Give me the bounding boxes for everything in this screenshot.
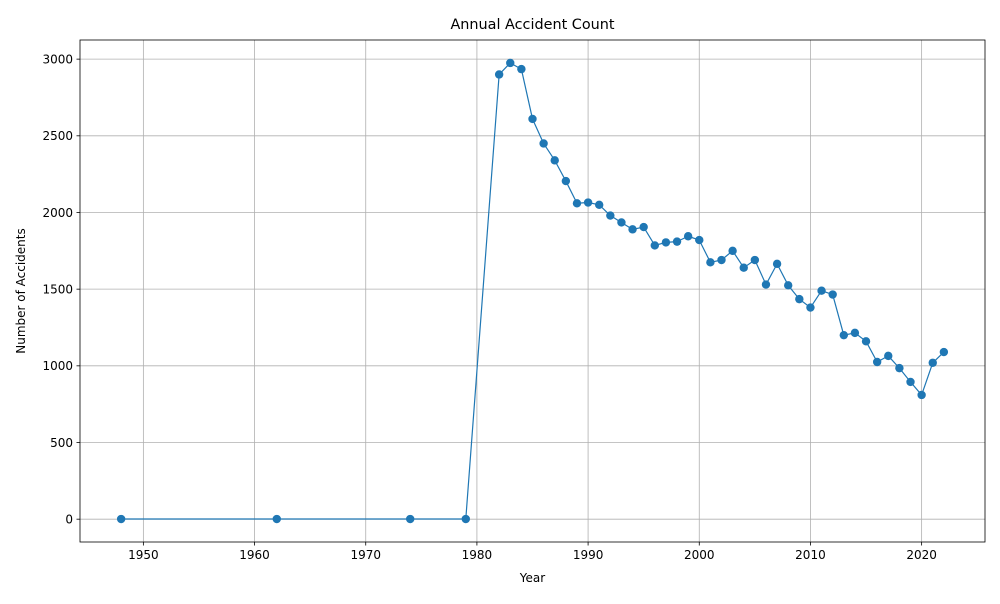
- data-point: [706, 258, 715, 267]
- y-axis-label: Number of Accidents: [14, 228, 28, 354]
- data-point: [683, 232, 693, 241]
- data-point: [917, 390, 926, 400]
- data-point: [761, 280, 771, 289]
- x-axis-label: Year: [519, 571, 545, 585]
- data-point: [739, 263, 748, 272]
- axis-ticks: 1950 1960 1970 1980 1990 2000 2010 2020 0 500 1000…: [42, 52, 936, 562]
- data-point: [639, 222, 648, 232]
- data-point: [272, 514, 281, 524]
- y-tick-label: 1000: [42, 359, 73, 373]
- series-layer: [116, 58, 949, 524]
- chart-title: Annual Accident Count: [450, 17, 614, 33]
- data-point: [872, 357, 882, 367]
- grid-lines: [80, 40, 985, 542]
- data-point: [628, 225, 637, 234]
- data-point: [884, 351, 893, 361]
- data-point: [494, 70, 504, 79]
- x-tick-label: 2000: [684, 548, 715, 562]
- data-point: [750, 255, 760, 265]
- data-point: [906, 377, 915, 387]
- data-point: [939, 347, 949, 357]
- data-point: [550, 156, 559, 165]
- plot-frame: [79, 39, 986, 543]
- y-tick-label: 0: [65, 512, 73, 526]
- data-point: [116, 514, 126, 524]
- data-point: [672, 237, 682, 246]
- x-tick-label: 1960: [239, 548, 270, 562]
- data-point: [817, 286, 826, 295]
- data-point: [772, 259, 782, 269]
- data-point: [606, 211, 615, 220]
- data-point: [695, 235, 704, 245]
- data-point: [617, 218, 626, 227]
- y-tick-label: 500: [50, 436, 73, 450]
- data-point: [828, 290, 837, 299]
- data-point: [506, 58, 515, 68]
- y-tick-label: 3000: [42, 52, 73, 66]
- data-point: [839, 330, 849, 340]
- y-tick-label: 2000: [42, 206, 73, 220]
- data-point: [583, 198, 593, 207]
- x-tick-label: 1980: [462, 548, 493, 562]
- data-point: [728, 246, 737, 256]
- data-point: [795, 294, 804, 304]
- data-point: [561, 176, 571, 186]
- x-tick-label: 1990: [573, 548, 604, 562]
- x-tick-label: 2010: [795, 548, 826, 562]
- data-point: [528, 114, 537, 124]
- data-point: [661, 238, 671, 247]
- data-point: [784, 281, 793, 290]
- data-point: [539, 139, 548, 148]
- data-point: [861, 337, 871, 346]
- data-point: [461, 514, 470, 524]
- data-point: [850, 328, 860, 338]
- data-point: [572, 199, 582, 208]
- data-point: [595, 200, 604, 210]
- data-point: [717, 255, 726, 265]
- y-tick-label: 2500: [42, 129, 73, 143]
- data-point: [406, 514, 415, 524]
- data-point: [806, 303, 815, 312]
- data-point: [517, 64, 526, 74]
- y-tick-label: 1500: [42, 282, 73, 296]
- data-point: [650, 241, 659, 250]
- x-tick-label: 1970: [350, 548, 381, 562]
- x-tick-label: 2020: [906, 548, 937, 562]
- data-point: [895, 363, 904, 373]
- data-point: [928, 358, 937, 367]
- x-tick-label: 1950: [128, 548, 159, 562]
